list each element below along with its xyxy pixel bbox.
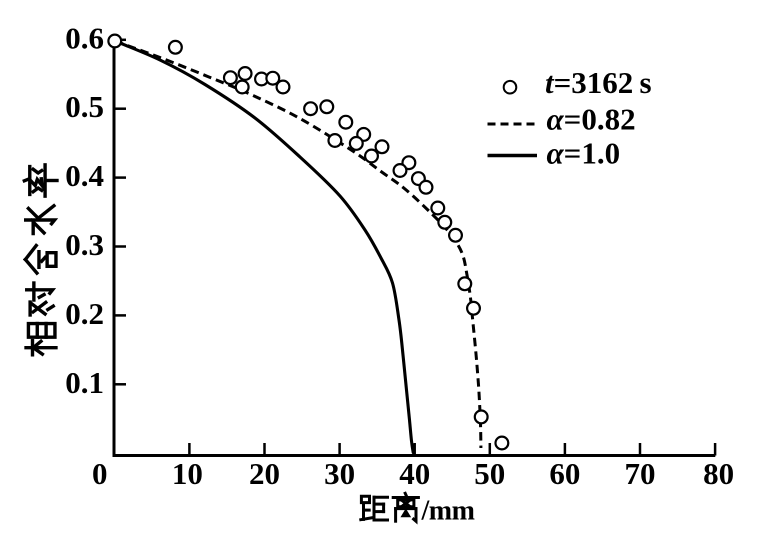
svg-text:t=3162 s: t=3162 s bbox=[545, 65, 652, 100]
svg-text:30: 30 bbox=[324, 456, 355, 491]
svg-text:0.1: 0.1 bbox=[65, 365, 104, 400]
svg-text:/mm: /mm bbox=[421, 496, 475, 527]
svg-text:80: 80 bbox=[703, 456, 734, 491]
svg-text:0.5: 0.5 bbox=[65, 89, 104, 124]
svg-text:10: 10 bbox=[172, 456, 203, 491]
svg-text:0: 0 bbox=[92, 456, 108, 491]
svg-text:50: 50 bbox=[474, 456, 505, 491]
svg-text:0.4: 0.4 bbox=[65, 158, 104, 193]
svg-text:α=1.0: α=1.0 bbox=[547, 136, 621, 171]
svg-text:α=0.82: α=0.82 bbox=[547, 102, 636, 137]
svg-text:70: 70 bbox=[625, 456, 656, 491]
svg-text:60: 60 bbox=[549, 456, 580, 491]
svg-text:40: 40 bbox=[399, 456, 430, 491]
svg-text:20: 20 bbox=[249, 456, 280, 491]
svg-text:0.2: 0.2 bbox=[65, 296, 104, 331]
svg-text:0.6: 0.6 bbox=[65, 20, 104, 55]
svg-text:0.3: 0.3 bbox=[65, 227, 104, 262]
